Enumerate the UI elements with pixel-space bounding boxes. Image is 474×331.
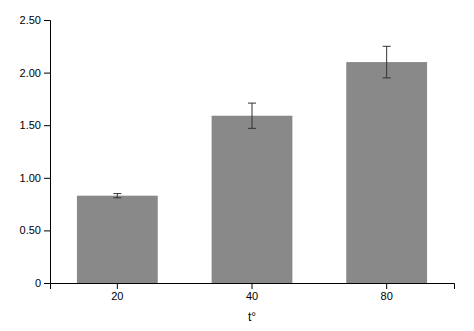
y-axis-line: [44, 21, 51, 284]
y-tick-label: 0: [35, 277, 41, 289]
x-tick-mark: [117, 283, 118, 289]
x-tick-label: 40: [246, 290, 258, 302]
y-tick-mark: [44, 73, 50, 74]
y-tick-mark: [44, 178, 50, 179]
x-tick: 40: [246, 283, 258, 302]
bar: [346, 62, 427, 283]
y-tick-label: 2.50: [20, 14, 41, 26]
y-axis: 0 0.50 1.00 1.50 2.00 2.50: [20, 14, 51, 289]
x-axis: 20 40 80: [51, 283, 455, 302]
y-tick-mark: [44, 125, 50, 126]
y-tick: 2.00: [20, 67, 50, 79]
y-tick-label: 2.00: [20, 67, 41, 79]
x-tick-mark: [386, 283, 387, 289]
y-tick-label: 1.50: [20, 119, 41, 131]
x-axis-line: [51, 284, 455, 290]
y-tick-label: 0.50: [20, 224, 41, 236]
chart-container: 0 0.50 1.00 1.50 2.00 2.50 20 40 80 t°: [0, 0, 474, 331]
marks: [77, 46, 427, 283]
x-tick-mark: [252, 283, 253, 289]
error-bar: [383, 46, 391, 78]
y-tick-label: 1.00: [20, 172, 41, 184]
y-tick-mark: [44, 20, 50, 21]
error-bar: [113, 194, 121, 198]
x-tick-label: 80: [381, 290, 393, 302]
y-tick-mark: [44, 230, 50, 231]
y-tick-mark: [44, 283, 50, 284]
bar: [212, 116, 293, 283]
chart-svg: 0 0.50 1.00 1.50 2.00 2.50 20 40 80 t°: [0, 0, 474, 331]
y-tick: 2.50: [20, 14, 50, 26]
y-tick: 1.00: [20, 172, 50, 184]
y-tick: 0: [35, 277, 50, 289]
x-tick-label: 20: [111, 290, 123, 302]
plot: 0 0.50 1.00 1.50 2.00 2.50 20 40 80 t°: [20, 14, 455, 324]
y-tick: 1.50: [20, 119, 50, 131]
error-bar: [248, 103, 256, 128]
bar: [77, 196, 158, 283]
x-tick: 80: [381, 283, 393, 302]
y-tick: 0.50: [20, 224, 50, 236]
x-tick: 20: [111, 283, 123, 302]
x-axis-title: t°: [248, 310, 256, 324]
